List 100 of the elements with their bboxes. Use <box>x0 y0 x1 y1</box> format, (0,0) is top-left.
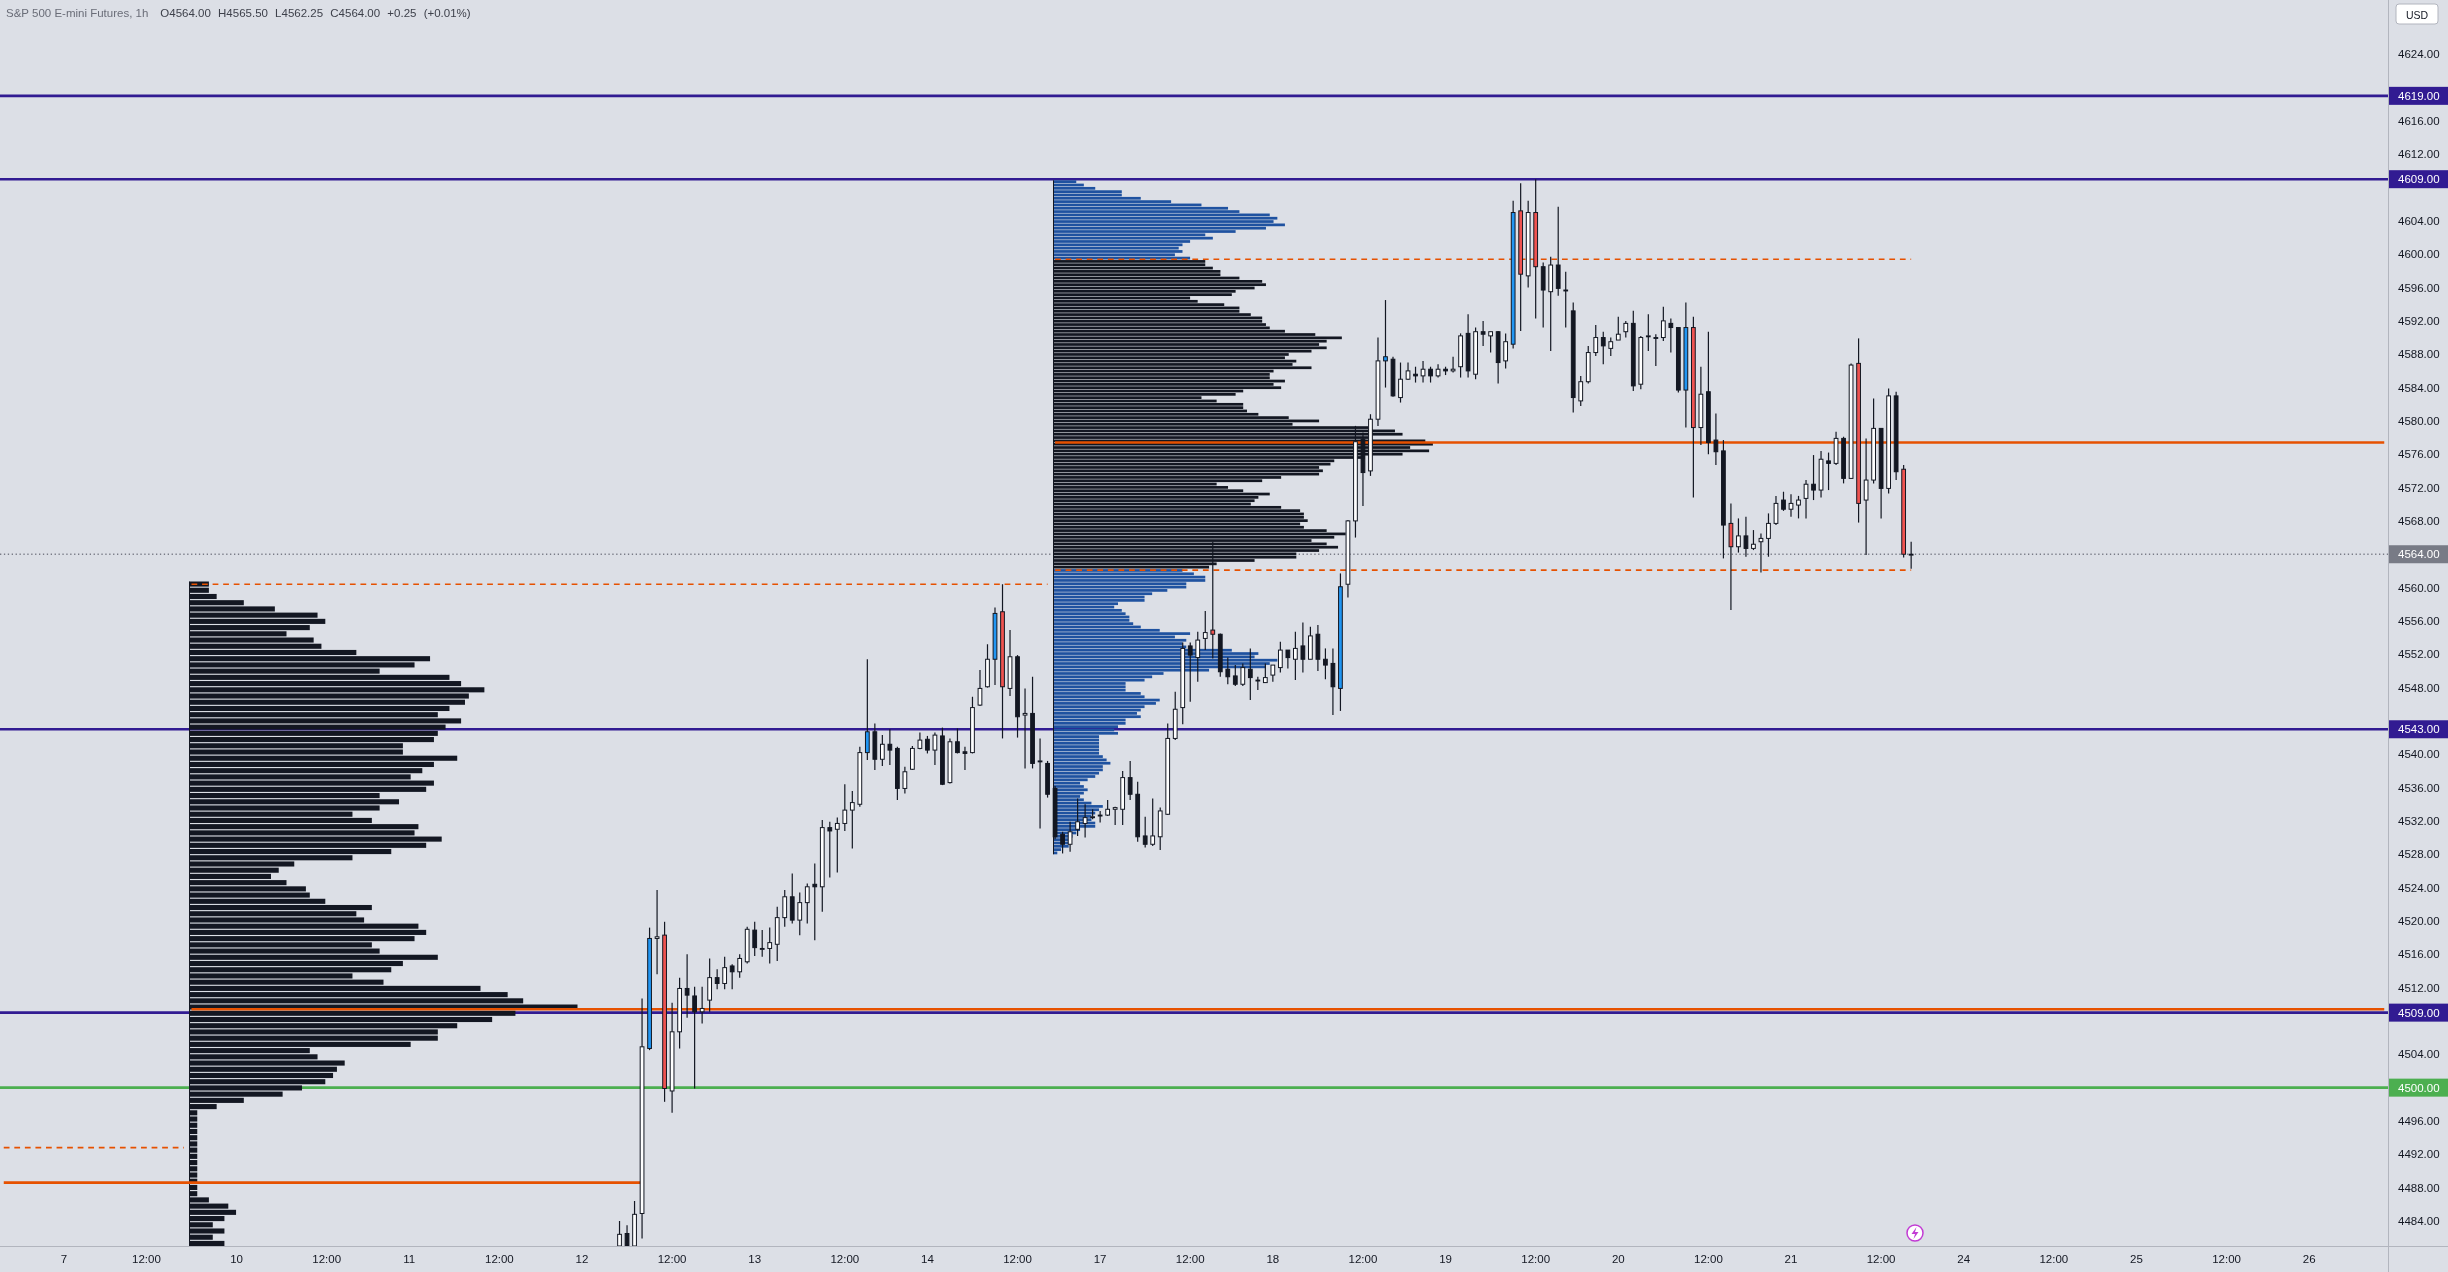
x-tick-label: 25 <box>2130 1253 2143 1265</box>
y-tick-label: 4484.00 <box>2398 1215 2440 1227</box>
x-tick-label: 7 <box>60 1253 68 1265</box>
candlestick <box>1277 641 1283 674</box>
candlestick <box>849 790 855 850</box>
candlestick <box>737 953 743 979</box>
bar <box>1053 761 1111 765</box>
y-tick-label: 4560.00 <box>2398 581 2440 594</box>
candlestick <box>1653 333 1659 367</box>
x-tick-label: 12:00 <box>830 1253 860 1265</box>
candlestick <box>887 728 893 766</box>
bar <box>1053 665 1266 669</box>
candlestick <box>1097 810 1103 824</box>
bar <box>1053 250 1183 253</box>
bar <box>1053 612 1126 616</box>
candlestick <box>1323 647 1328 680</box>
x-tick-label: 20 <box>1611 1253 1625 1265</box>
y-tick-label: 4516.00 <box>2398 948 2440 961</box>
candlestick <box>955 727 960 755</box>
x-tick-label: 10 <box>230 1253 243 1265</box>
candlestick <box>1563 271 1569 329</box>
y-tick-label: 4612.00 <box>2398 148 2440 161</box>
y-tick-label: 4592.00 <box>2398 314 2440 327</box>
x-tick-label: 12:00 <box>1521 1253 1551 1265</box>
candlestick <box>1751 529 1756 551</box>
candlestick <box>827 821 833 879</box>
bar <box>1053 642 1183 645</box>
text: S&P 500 E-mini Futures, 1h <box>6 7 149 19</box>
y-tick-label: 4548.00 <box>2398 681 2440 694</box>
y-tick-label: 4528.00 <box>2398 848 2440 861</box>
candlestick <box>1330 647 1336 716</box>
candlestick <box>1811 454 1816 501</box>
ref-line-label: 4509.00 <box>2398 1006 2440 1019</box>
candlestick <box>1293 631 1298 681</box>
candlestick <box>1503 332 1509 369</box>
x-tick-label: 12:00 <box>1866 1253 1896 1265</box>
bar <box>1053 638 1187 642</box>
y-tick-label: 4568.00 <box>2398 514 2440 527</box>
y-tick-label: 4556.00 <box>2398 614 2440 627</box>
candlestick <box>1262 662 1268 684</box>
y-tick-label: 4488.00 <box>2398 1181 2440 1194</box>
y-tick-label: 4536.00 <box>2398 781 2440 794</box>
candlestick <box>759 929 765 958</box>
x-tick-label: 12:00 <box>132 1253 161 1265</box>
candlestick <box>1187 641 1193 703</box>
y-tick-label: 4600.00 <box>2398 248 2440 261</box>
bar <box>1053 755 1103 758</box>
y-tick-label: 4496.00 <box>2398 1114 2440 1127</box>
candlestick <box>707 957 713 1013</box>
candlestick <box>1826 451 1831 491</box>
y-tick-label: 4596.00 <box>2398 281 2440 294</box>
ref-line-label: 4609.00 <box>2398 173 2440 186</box>
x-tick-label: 12:00 <box>312 1253 342 1265</box>
bar <box>1053 715 1141 719</box>
bar <box>1053 702 1156 705</box>
bar <box>1053 768 1103 772</box>
candlestick <box>1247 647 1253 701</box>
candlestick <box>1127 760 1133 801</box>
y-tick-label: 4616.00 <box>2398 114 2440 127</box>
candlestick <box>1240 662 1246 687</box>
x-tick-label: 12:00 <box>484 1253 514 1265</box>
y-axis-title: USD <box>2405 8 2429 21</box>
candlestick <box>902 766 908 795</box>
bar <box>1053 712 1137 715</box>
ref-line-label: 4564.00 <box>2398 548 2440 561</box>
bar <box>1053 745 1100 748</box>
y-tick-label: 4576.00 <box>2398 448 2440 461</box>
candlestick <box>1202 610 1208 651</box>
ref-line-label: 4543.00 <box>2398 723 2440 736</box>
ref-line-label: 4619.00 <box>2398 89 2440 102</box>
candlestick <box>1773 495 1779 526</box>
candlestick <box>1728 502 1734 611</box>
y-tick-label: 4588.00 <box>2398 348 2440 361</box>
candlestick <box>1075 797 1080 837</box>
x-tick-label: 12 <box>575 1253 589 1265</box>
bar <box>1053 785 1084 788</box>
x-tick-label: 24 <box>1957 1253 1971 1265</box>
x-tick-label: 11 <box>403 1253 416 1265</box>
candlestick <box>879 734 885 767</box>
candlestick <box>1766 512 1771 558</box>
candlestick <box>1285 649 1291 670</box>
candlestick <box>1908 541 1914 570</box>
candlestick <box>1060 831 1065 855</box>
candlestick <box>864 658 870 761</box>
candlestick <box>1150 797 1156 847</box>
candlestick <box>1608 336 1614 357</box>
x-tick-label: 26 <box>2302 1253 2316 1265</box>
candlestick <box>932 732 938 766</box>
y-tick-label: 4504.00 <box>2398 1048 2440 1061</box>
x-tick-label: 14 <box>921 1253 935 1265</box>
candlestick <box>684 953 690 1019</box>
candlestick <box>910 745 915 771</box>
y-tick-label: 4572.00 <box>2398 481 2440 494</box>
ref-line-label: 4500.00 <box>2398 1081 2440 1094</box>
candlestick <box>1082 803 1088 839</box>
candlestick <box>1037 737 1043 830</box>
candlestick <box>962 746 968 771</box>
candlestick <box>1578 375 1584 407</box>
candlestick <box>617 1220 622 1247</box>
candlestick <box>1225 656 1231 685</box>
